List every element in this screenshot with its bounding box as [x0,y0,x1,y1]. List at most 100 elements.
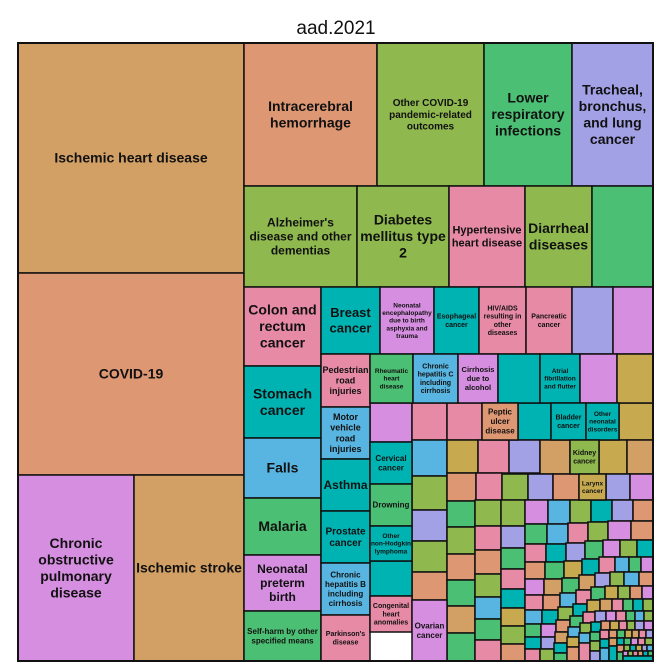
treemap-cell-small-84 [590,586,606,601]
treemap-tile-label: Ischemic stroke [136,560,242,576]
treemap-tile-label: Neonatal encephalopathy due to birth asphyx… [382,302,432,340]
treemap-cell-small-134 [645,629,654,639]
treemap-tile-label: Alzheimer's disease and other dementias [249,215,351,257]
treemap-labels: Ischemic heart disease COVID-19 Chronic obs… [17,42,654,662]
treemap-cell [497,353,541,404]
treemap-cell-small-38 [474,525,502,551]
treemap-cell-small-8 [508,439,541,474]
treemap-cell-small-64 [524,561,546,580]
treemap-cell-small-142 [623,637,632,646]
treemap-cell-small-112 [554,631,569,644]
treemap-tile-label: Diarrheal diseases [528,220,589,253]
treemap-cell-small-122 [524,648,541,662]
treemap-cell-small-108 [634,610,645,622]
treemap-cell-small-1 [618,402,654,441]
treemap-cell-small-144 [637,637,646,646]
treemap-cell-small-57 [524,543,547,563]
treemap-cell-small-120 [634,620,645,631]
treemap-cell-small-146 [589,650,601,662]
treemap-tile-label: Rheumatic heart disease [375,368,409,390]
treemap-cell-small-131 [624,629,633,639]
treemap-cell-small-143 [630,637,639,646]
treemap-cell-small-150 [623,644,631,652]
treemap-cell [369,353,414,404]
treemap-cell-small-22 [411,571,448,601]
treemap-cell-small-16 [527,473,554,501]
treemap-cell-small-109 [643,610,654,622]
treemap-cell-small-63 [636,539,654,558]
treemap-cell-small-123 [539,648,555,662]
treemap-cell-small-49 [500,625,526,645]
treemap-cell-small-89 [524,609,543,625]
treemap-cell-small-99 [524,623,542,638]
treemap-cell [320,510,371,564]
treemap-cell-small-33 [446,526,476,555]
treemap-cell-small-95 [611,598,624,612]
treemap-cell-small-100 [540,623,557,638]
treemap-cell [412,353,459,404]
treemap-cell-small-29 [569,499,592,524]
treemap-cell-small-2 [369,402,413,443]
treemap-tile-label: Peptic ulcer disease [485,408,515,436]
treemap-cell [550,402,587,441]
treemap-tile-label: Hypertensive heart disease [452,225,522,250]
treemap-cell-small-126 [578,632,591,644]
treemap-cell-small-41 [474,596,502,620]
treemap-cell-small-40 [474,573,502,598]
treemap-cell-small-17 [552,473,580,501]
treemap-cell-small-18 [605,473,631,501]
treemap-tile-label: Lower respiratory infections [491,90,564,139]
treemap-cell-small-53 [567,522,589,544]
treemap-cell-small-55 [607,520,632,541]
treemap-cell-small-125 [566,636,580,648]
treemap-cell [571,286,614,355]
treemap-tile-label: Other neonatal disorders [588,411,618,433]
treemap-cell-small-80 [524,594,544,611]
treemap-cell [591,185,654,288]
treemap-cell-small-44 [500,525,526,549]
treemap-cell-small-145 [644,637,654,646]
treemap-cell-small-62 [619,539,638,558]
chart-title: aad.2021 [296,18,375,39]
treemap-cell [17,474,135,662]
treemap-cell-small-121 [643,620,654,631]
treemap-cell-small-151 [629,644,637,652]
treemap-cell [243,554,322,612]
treemap-cell-small-147 [599,647,610,662]
treemap-cell-small-5 [411,439,448,477]
treemap-cell-small-46 [500,568,526,590]
treemap-cell-small-0 [517,402,552,441]
treemap-cell-small-113 [567,626,581,638]
treemap-cell [320,353,371,408]
treemap-cell-small-76 [594,572,611,588]
treemap-cell-small-31 [611,499,634,522]
treemap-cell-small-52 [546,523,569,545]
treemap-cell [320,614,371,662]
treemap-tile-label: Other COVID-19 pandemic-related outcomes [389,98,472,133]
treemap-tile-label: Pancreatic cancer [531,314,567,329]
treemap-cell-small-36 [446,605,476,634]
treemap-cell-small-111 [540,636,556,650]
treemap-cell [585,402,620,441]
treemap-cell-small-135 [553,652,568,662]
treemap-tile-label: Falls [267,460,299,476]
treemap-cell [133,474,245,662]
treemap-cell [481,402,519,441]
treemap-cell [578,473,607,501]
treemap-cell [356,185,450,288]
treemap-cell [320,562,371,616]
treemap-cell [243,185,358,288]
treemap-cell-small-15 [501,473,529,501]
treemap-cell-small-10 [598,439,628,475]
treemap-tile-label: Chronic obstructive pulmonary disease [38,535,114,601]
treemap-cell [320,406,371,460]
treemap-cell-small-12 [411,475,448,511]
treemap-tile-label: Tracheal, bronchus, and lung cancer [579,81,647,147]
treemap-cell-small-69 [614,556,630,573]
treemap-tile-label: Prostate cancer [325,526,365,549]
treemap-cell-small-70 [628,556,642,573]
treemap-cell-small-124 [553,642,568,654]
treemap-tile-label: Cirrhosis due to alcohol [462,365,495,392]
